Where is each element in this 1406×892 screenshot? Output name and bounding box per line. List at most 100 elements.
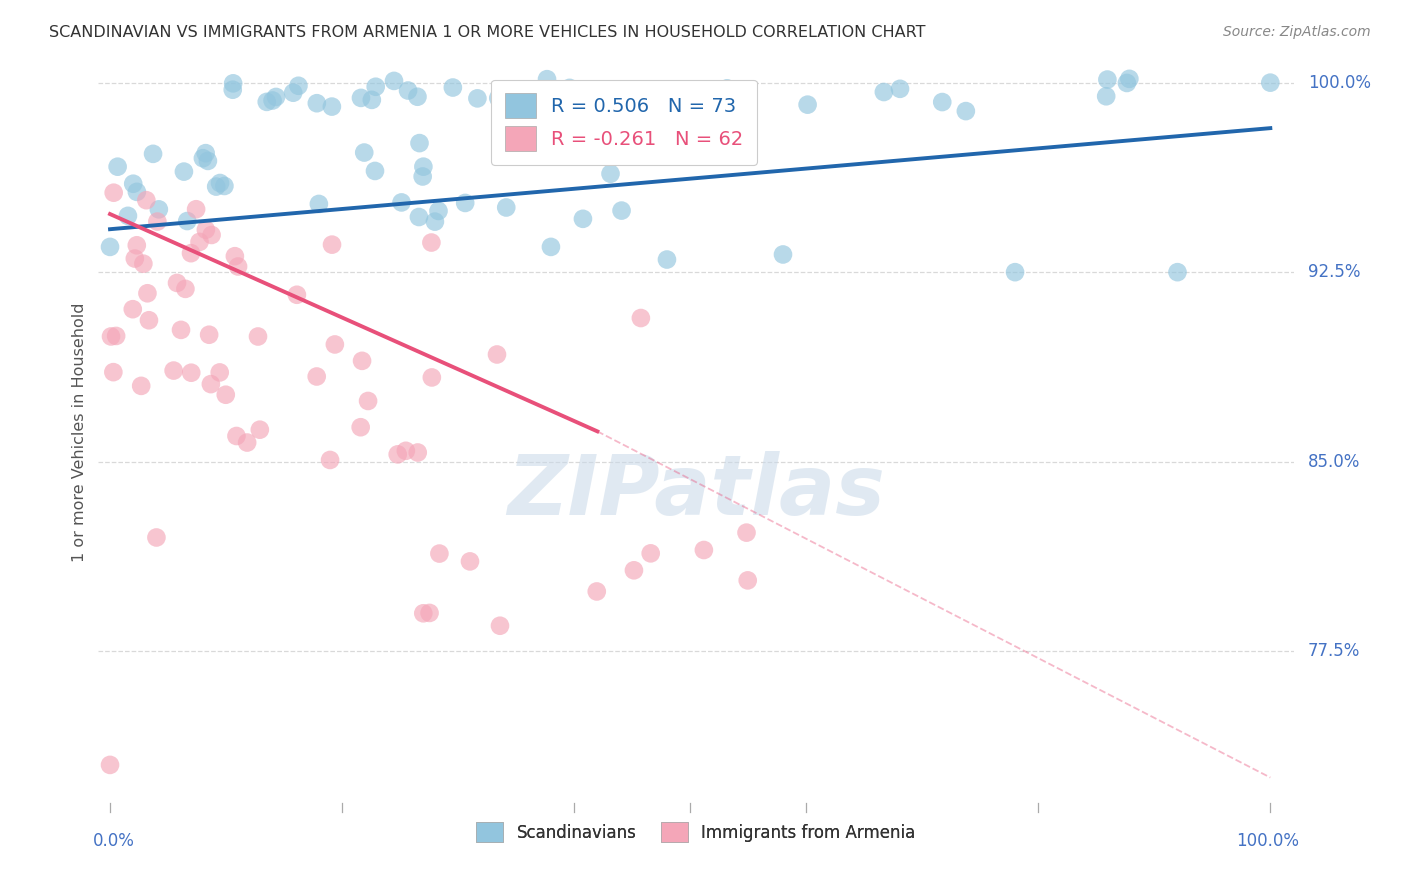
Point: [721, 87, 744, 102]
Text: ZIPatlas: ZIPatlas: [508, 451, 884, 533]
Point: [350, 420, 373, 434]
Point: [772, 247, 794, 261]
Point: [124, 252, 146, 266]
Point: [146, 214, 169, 228]
Point: [640, 546, 662, 560]
Point: [180, 246, 202, 260]
Point: [125, 238, 148, 252]
Point: [132, 257, 155, 271]
Text: SCANDINAVIAN VS IMMIGRANTS FROM ARMENIA 1 OR MORE VEHICLES IN HOUSEHOLD CORRELAT: SCANDINAVIAN VS IMMIGRANTS FROM ARMENIA …: [49, 25, 925, 40]
Point: [489, 618, 512, 632]
Point: [264, 90, 287, 104]
Point: [353, 145, 375, 160]
Point: [454, 196, 477, 211]
Point: [357, 394, 380, 409]
Point: [420, 370, 443, 384]
Point: [536, 72, 558, 87]
Point: [585, 143, 607, 157]
Point: [184, 202, 207, 217]
Point: [955, 104, 977, 119]
Point: [225, 429, 247, 443]
Point: [364, 164, 387, 178]
Point: [194, 146, 217, 161]
Point: [285, 287, 308, 301]
Point: [1097, 72, 1119, 87]
Point: [889, 82, 911, 96]
Point: [208, 176, 231, 190]
Point: [173, 164, 195, 178]
Point: [725, 103, 748, 117]
Point: [633, 87, 655, 102]
Text: 77.5%: 77.5%: [1308, 642, 1360, 660]
Point: [323, 337, 346, 351]
Point: [121, 302, 143, 317]
Point: [391, 195, 413, 210]
Point: [138, 313, 160, 327]
Point: [873, 85, 896, 99]
Point: [395, 443, 418, 458]
Point: [1004, 265, 1026, 279]
Text: 85.0%: 85.0%: [1308, 452, 1360, 471]
Point: [406, 89, 429, 103]
Point: [129, 379, 152, 393]
Point: [135, 193, 157, 207]
Point: [441, 80, 464, 95]
Point: [599, 167, 621, 181]
Point: [103, 365, 125, 379]
Point: [256, 95, 278, 109]
Point: [530, 149, 553, 163]
Point: [188, 235, 211, 249]
Text: 92.5%: 92.5%: [1308, 263, 1361, 281]
Point: [716, 81, 738, 95]
Point: [1115, 76, 1137, 90]
Text: 100.0%: 100.0%: [1236, 832, 1299, 850]
Point: [205, 179, 228, 194]
Point: [319, 453, 342, 467]
Point: [623, 563, 645, 577]
Point: [200, 227, 222, 242]
Point: [396, 83, 419, 97]
Y-axis label: 1 or more Vehicles in Household: 1 or more Vehicles in Household: [72, 303, 87, 562]
Point: [98, 758, 121, 772]
Point: [105, 329, 128, 343]
Point: [467, 91, 489, 105]
Point: [197, 153, 219, 168]
Point: [558, 81, 581, 95]
Point: [412, 169, 434, 184]
Point: [510, 91, 533, 105]
Point: [122, 177, 145, 191]
Point: [107, 160, 129, 174]
Point: [485, 347, 508, 361]
Point: [136, 286, 159, 301]
Point: [1118, 71, 1140, 86]
Point: [796, 97, 818, 112]
Point: [1258, 76, 1281, 90]
Point: [249, 423, 271, 437]
Point: [458, 554, 481, 568]
Point: [224, 249, 246, 263]
Point: [170, 323, 193, 337]
Point: [655, 252, 678, 267]
Point: [117, 209, 139, 223]
Point: [214, 178, 236, 193]
Point: [406, 445, 429, 459]
Point: [305, 369, 328, 384]
Point: [246, 329, 269, 343]
Point: [486, 91, 509, 105]
Point: [208, 366, 231, 380]
Point: [262, 94, 284, 108]
Point: [420, 235, 443, 250]
Point: [540, 240, 562, 254]
Point: [630, 311, 652, 326]
Point: [98, 240, 121, 254]
Point: [194, 223, 217, 237]
Point: [100, 329, 122, 343]
Point: [162, 363, 184, 377]
Text: 0.0%: 0.0%: [93, 832, 135, 850]
Point: [308, 197, 330, 211]
Point: [360, 93, 382, 107]
Point: [364, 79, 387, 94]
Point: [352, 354, 374, 368]
Point: [382, 74, 405, 88]
Point: [145, 531, 167, 545]
